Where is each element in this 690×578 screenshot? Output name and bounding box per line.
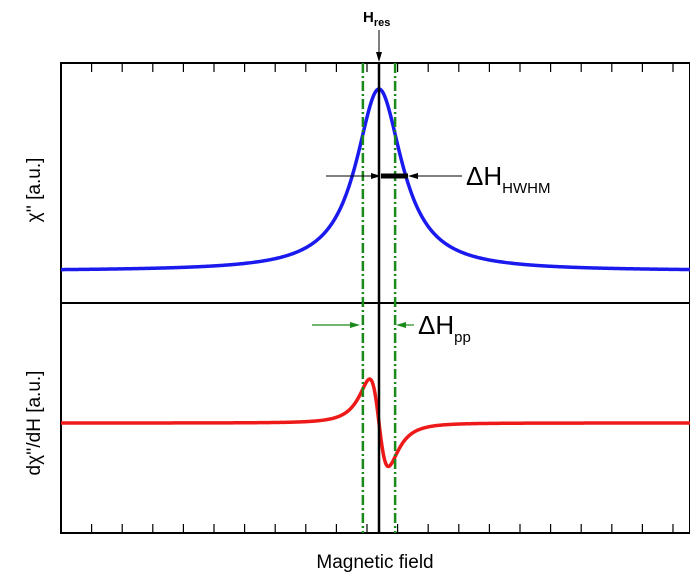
pp-marker: ΔHpp — [312, 310, 471, 346]
resonance-arrowhead — [376, 52, 382, 62]
hwhm-label: ΔHHWHM — [466, 161, 550, 197]
x-axis-label: Magnetic field — [316, 552, 433, 573]
upper-y-axis-label: χ'' [a.u.] — [24, 158, 45, 223]
hwhm-arrowhead-right — [408, 173, 418, 179]
derivative-curve — [61, 377, 690, 469]
hwhm-arrowhead-left — [371, 173, 381, 179]
absorption-curve — [60, 87, 690, 272]
tick-marks — [90, 63, 674, 533]
resonance-marker: Hres — [363, 9, 390, 62]
hwhm-marker: ΔHHWHM — [326, 161, 550, 197]
pp-arrowhead-left — [350, 322, 360, 328]
resonance-label: Hres — [363, 9, 390, 29]
lower-y-axis-label: dχ''/dH [a.u.] — [24, 371, 45, 476]
plot-frame — [60, 62, 690, 534]
pp-label: ΔHpp — [418, 310, 471, 346]
pp-arrowhead-right — [396, 322, 406, 328]
